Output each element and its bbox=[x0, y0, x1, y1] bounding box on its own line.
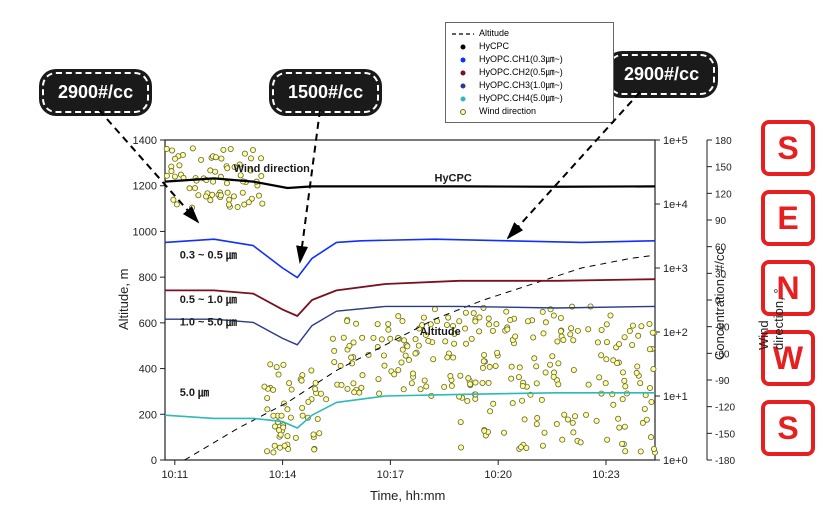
svg-text:1e+3: 1e+3 bbox=[663, 263, 688, 275]
svg-text:600: 600 bbox=[139, 318, 157, 330]
svg-text:-150: -150 bbox=[715, 429, 735, 440]
svg-text:1e+2: 1e+2 bbox=[663, 327, 688, 339]
y-right2-label: Wind direction, ° bbox=[756, 281, 786, 350]
wind-scatter bbox=[164, 146, 657, 455]
svg-text:400: 400 bbox=[139, 364, 157, 376]
svg-text:800: 800 bbox=[139, 272, 157, 284]
svg-text:1e+5: 1e+5 bbox=[663, 135, 688, 147]
svg-text:5.0 ㎛: 5.0 ㎛ bbox=[180, 387, 209, 399]
svg-text:180: 180 bbox=[715, 136, 732, 147]
svg-text:0.5 ~ 1.0 ㎛: 0.5 ~ 1.0 ㎛ bbox=[180, 294, 237, 306]
svg-text:-90: -90 bbox=[715, 376, 730, 387]
svg-text:10:20: 10:20 bbox=[484, 469, 512, 481]
svg-text:0: 0 bbox=[151, 455, 157, 467]
svg-text:1200: 1200 bbox=[133, 181, 157, 193]
svg-text:90: 90 bbox=[715, 216, 727, 227]
svg-text:Altitude: Altitude bbox=[420, 326, 461, 338]
svg-text:10:23: 10:23 bbox=[592, 469, 620, 481]
svg-text:1400: 1400 bbox=[133, 135, 157, 147]
svg-text:1.0 ~ 5.0 ㎛: 1.0 ~ 5.0 ㎛ bbox=[180, 317, 237, 329]
plot: 0 200 400 600 800 1000 1200 1400 1e+0 1e+1 1e+2 1e+… bbox=[0, 0, 825, 525]
svg-text:1e+1: 1e+1 bbox=[663, 391, 688, 403]
svg-text:HyCPC: HyCPC bbox=[435, 173, 472, 185]
svg-text:10:14: 10:14 bbox=[269, 469, 297, 481]
x-axis-label: Time, hh:mm bbox=[370, 488, 445, 503]
svg-text:120: 120 bbox=[715, 189, 732, 200]
svg-text:Wind direction: Wind direction bbox=[234, 163, 311, 175]
svg-text:1e+4: 1e+4 bbox=[663, 199, 688, 211]
svg-text:10:17: 10:17 bbox=[377, 469, 405, 481]
svg-text:0.3 ~ 0.5 ㎛: 0.3 ~ 0.5 ㎛ bbox=[180, 249, 237, 261]
y-right1-label: Concentration, #/cc bbox=[712, 248, 727, 360]
svg-text:1e+0: 1e+0 bbox=[663, 455, 688, 467]
y-left-label: Altitude, m bbox=[116, 269, 131, 330]
svg-text:-120: -120 bbox=[715, 403, 735, 414]
svg-text:1000: 1000 bbox=[133, 226, 157, 238]
svg-text:-180: -180 bbox=[715, 456, 735, 467]
svg-text:150: 150 bbox=[715, 163, 732, 174]
svg-text:10:11: 10:11 bbox=[161, 469, 188, 481]
svg-text:200: 200 bbox=[139, 409, 157, 421]
